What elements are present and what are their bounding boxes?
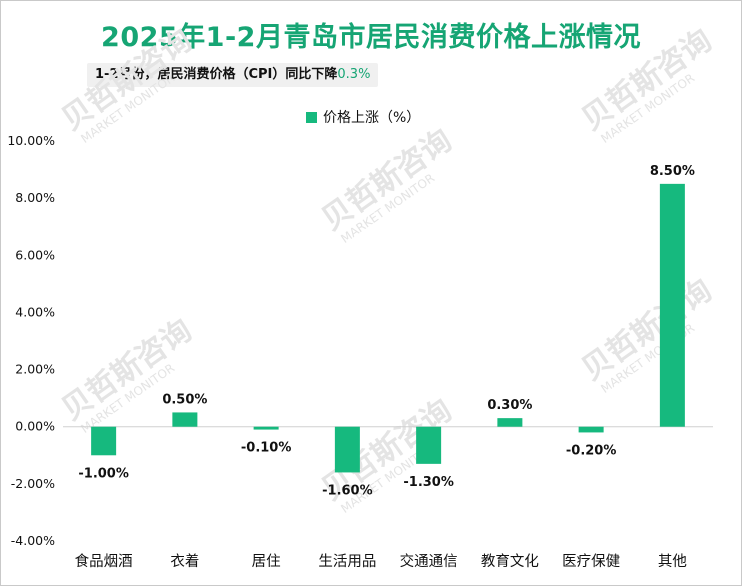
y-tick-label: 10.00% [7, 133, 55, 148]
data-label: 0.50% [162, 392, 207, 407]
chart-subtitle: 1-2月份，居民消费价格（CPI）同比下降0.3% [87, 63, 379, 87]
watermark-brand: 贝哲斯咨询 [56, 23, 199, 138]
bar-食品烟酒 [91, 426, 117, 456]
data-label: -1.60% [322, 483, 373, 498]
x-category-label: 衣着 [170, 553, 199, 570]
watermark-brand: 贝哲斯咨询 [56, 313, 199, 428]
legend-label: 价格上涨（%） [323, 110, 421, 126]
y-axis: 10.00% 8.00% 6.00% 4.00% 2.00% 0.00% -2.00% -4.… [7, 133, 713, 548]
x-category-label: 医疗保健 [562, 553, 620, 570]
y-tick-label: 0.00% [15, 419, 55, 434]
legend-swatch [306, 111, 317, 123]
x-category-label: 居住 [252, 553, 281, 570]
chart-legend: 价格上涨（%） [306, 107, 420, 127]
bar-交通通信 [416, 426, 442, 464]
x-category-label: 教育文化 [481, 553, 539, 570]
data-label: -0.10% [241, 441, 292, 456]
subtitle-value: 0.3% [337, 67, 371, 82]
y-tick-label: -4.00% [11, 533, 55, 548]
bar-教育文化 [497, 418, 523, 427]
x-category-label: 其他 [658, 553, 687, 570]
bar-衣着 [172, 412, 198, 427]
y-tick-label: 8.00% [15, 190, 55, 205]
bar-居住 [253, 426, 279, 430]
data-label: 8.50% [650, 164, 695, 179]
data-label: -0.20% [566, 443, 617, 458]
data-label: 0.30% [487, 398, 532, 413]
subtitle-text: 1-2月份，居民消费价格（CPI）同比下降 [95, 67, 338, 82]
data-label: -1.00% [78, 466, 129, 481]
chart-title: 2025年1-2月青岛市居民消费价格上涨情况 [101, 22, 641, 53]
data-label: -1.30% [403, 475, 454, 490]
bar-医疗保健 [578, 426, 604, 433]
y-tick-label: -2.00% [11, 476, 55, 491]
y-tick-label: 6.00% [15, 247, 55, 262]
x-category-label: 生活用品 [318, 553, 376, 570]
watermark-brand: 贝哲斯咨询 [576, 23, 719, 138]
bars: -1.00% 0.50% -0.10% -1.60% -1.30% 0.30% -0.20%… [78, 164, 695, 499]
x-axis: 食品烟酒 衣着 居住 生活用品 交通通信 教育文化 医疗保健 其他 [75, 552, 687, 570]
y-tick-label: 2.00% [15, 362, 55, 377]
x-category-label: 交通通信 [400, 552, 458, 570]
watermark-brand: 贝哲斯咨询 [316, 123, 459, 238]
watermark-brand: 贝哲斯咨询 [576, 273, 719, 388]
x-category-label: 食品烟酒 [75, 553, 133, 570]
bar-其他 [659, 183, 685, 427]
bar-生活用品 [334, 426, 360, 473]
y-tick-label: 4.00% [15, 304, 55, 319]
